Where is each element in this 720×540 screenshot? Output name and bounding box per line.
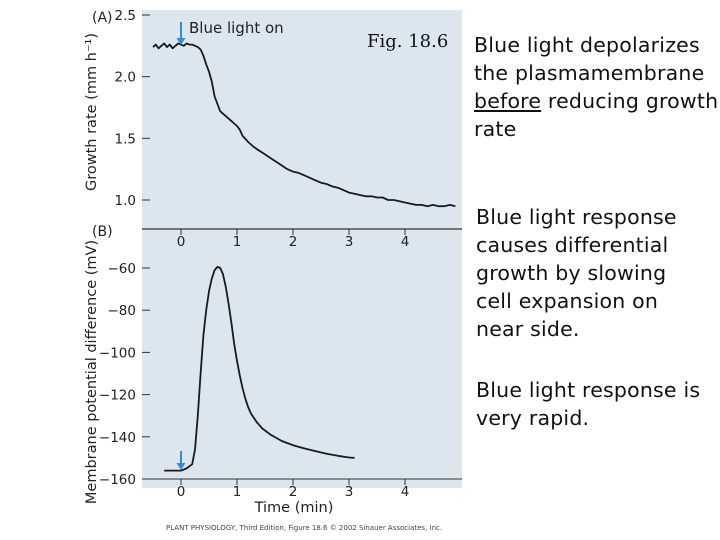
blue-light-on-label: Blue light on [189,19,284,37]
y-tick-label-a-0: 1.0 [115,193,136,209]
x-axis-label: Time (min) [254,500,334,516]
y-axis-label-b: Membrane potential difference (mV) [84,240,100,504]
y-tick-label-b-5: −60 [108,261,137,277]
y-ticks-a: 1.0 1.5 2.0 2.5 [115,8,150,209]
membrane-potential-line [164,266,355,472]
x-tick-label-bot-1: 1 [233,484,242,500]
y-axis-label-a: Growth rate (mm h⁻¹) [84,33,100,191]
x-tick-label-bot-2: 2 [289,484,298,500]
blue-light-arrow-b [176,451,186,470]
chart-panel-b: (B) Membrane potential difference (mV) −… [84,224,462,516]
arrow-a-head [176,38,186,45]
x-ticks-middle: 0 1 2 3 4 [177,229,410,250]
x-tick-label-bot-0: 0 [177,484,186,500]
panel-label-b: (B) [92,224,113,240]
text-depolarization-pre: Blue light depolarizes the plasmamembran… [474,33,705,85]
figure-number: Fig. 18.6 [367,31,449,52]
x-ticks-bottom: 0 1 2 3 4 [142,478,462,500]
panel-label-a: (A) [92,10,113,26]
x-tick-label-bot-4: 4 [401,484,410,500]
y-tick-label-b-2: −120 [99,388,136,404]
text-block-differential-growth: Blue light response causes differential … [476,205,677,341]
blue-light-arrow-a [176,22,186,45]
figure-credit: PLANT PHYSIOLOGY, Third Edition, Figure … [166,524,442,532]
y-tick-label-b-4: −80 [108,303,137,319]
x-tick-label-mid-0: 0 [177,234,186,250]
y-tick-label-b-0: −160 [99,472,136,488]
y-ticks-b: −160 −140 −120 −100 −80 −60 [99,261,150,488]
y-tick-label-a-2: 2.0 [115,70,136,86]
text-block-depolarization: Blue light depolarizes the plasmamembran… [474,31,719,143]
x-tick-label-mid-3: 3 [345,234,354,250]
y-tick-label-b-3: −100 [99,345,136,361]
x-tick-label-mid-1: 1 [233,234,242,250]
plot-area-b [142,228,462,488]
x-tick-label-mid-4: 4 [401,234,410,250]
y-tick-label-b-1: −140 [99,430,136,446]
growth-rate-line [152,42,456,208]
text-block-rapid-response: Blue light response is very rapid. [476,378,701,430]
text-depolarization-post: reducing growth rate [474,89,719,141]
y-tick-label-a-1: 1.5 [115,131,136,147]
chart-panel-a: (A) Growth rate (mm h⁻¹) 1.0 1.5 2.0 2.5 Bl… [84,8,462,228]
y-tick-label-a-3: 2.5 [115,8,136,24]
x-tick-label-mid-2: 2 [289,234,298,250]
x-tick-label-bot-3: 3 [345,484,354,500]
text-before-underlined: before [474,89,542,113]
arrow-b-head [176,463,186,470]
